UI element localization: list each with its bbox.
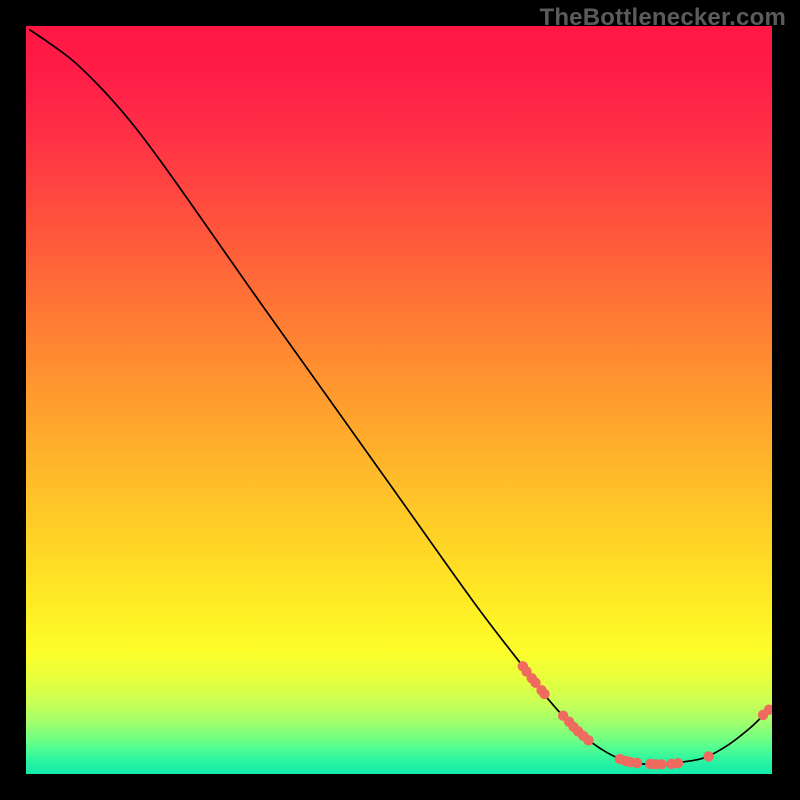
chart-svg <box>26 26 772 774</box>
data-point <box>632 758 642 768</box>
data-point <box>583 735 593 745</box>
data-point <box>539 689 549 699</box>
data-point <box>656 759 666 769</box>
data-point <box>703 751 713 761</box>
data-point <box>673 758 683 768</box>
gradient-background <box>26 26 772 774</box>
watermark-label: TheBottlenecker.com <box>539 4 786 32</box>
plot-area <box>26 26 772 774</box>
chart-frame: TheBottlenecker.com <box>0 0 800 800</box>
